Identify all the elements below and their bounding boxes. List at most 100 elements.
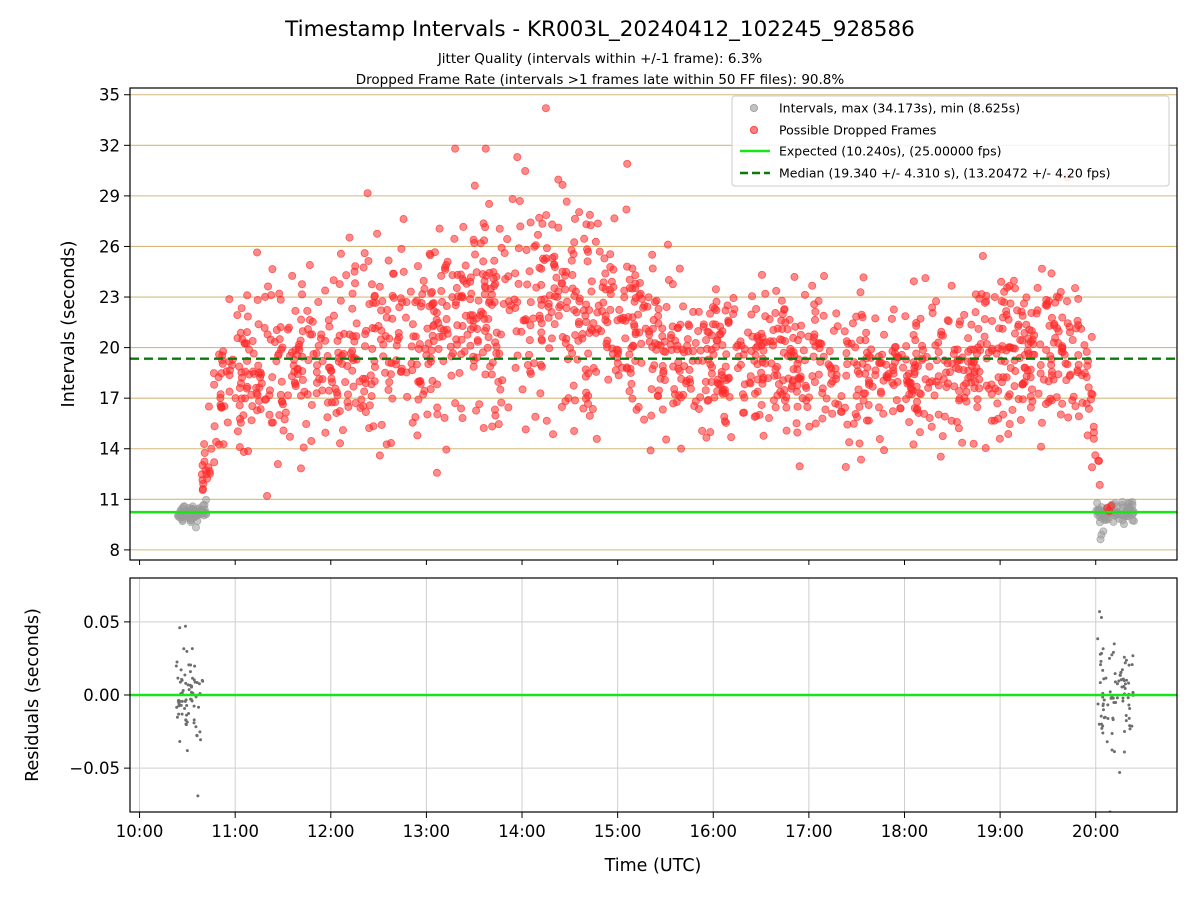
dropped-frame-point xyxy=(757,329,766,338)
chart-subtitle-dropped: Dropped Frame Rate (intervals >1 frames … xyxy=(356,72,845,88)
dropped-frame-point xyxy=(490,256,499,265)
dropped-frame-point xyxy=(389,293,398,302)
dropped-frame-point xyxy=(210,422,219,431)
dropped-frame-point xyxy=(784,374,793,383)
dropped-frame-point xyxy=(535,263,544,272)
dropped-frame-point xyxy=(297,280,306,289)
dropped-frame-point xyxy=(960,310,969,319)
dropped-frame-point xyxy=(296,336,305,345)
dropped-frame-point xyxy=(574,318,583,327)
dropped-frame-point xyxy=(1051,334,1060,343)
dropped-frame-point xyxy=(606,290,615,299)
dropped-frame-point xyxy=(759,346,768,355)
dropped-frame-point xyxy=(910,404,919,413)
dropped-frame-point xyxy=(355,377,364,386)
residual-point xyxy=(1128,706,1132,710)
dropped-frame-point xyxy=(969,439,978,448)
dropped-frame-point xyxy=(537,336,546,345)
dropped-frame-point xyxy=(377,306,386,315)
dropped-frame-point xyxy=(867,345,876,354)
dropped-frame-point xyxy=(757,270,766,279)
dropped-frame-point xyxy=(1082,347,1091,356)
dropped-frame-point xyxy=(217,402,226,411)
dropped-frame-point xyxy=(427,346,436,355)
dropped-frame-point xyxy=(562,197,571,206)
dropped-frame-point xyxy=(329,276,338,285)
dropped-frame-point xyxy=(545,291,554,300)
dropped-frame-point xyxy=(209,369,218,378)
dropped-frame-point xyxy=(694,404,703,413)
dropped-frame-point xyxy=(704,396,713,405)
dropped-frame-point xyxy=(237,304,246,313)
dropped-frame-point xyxy=(753,360,762,369)
dropped-frame-point xyxy=(733,364,742,373)
dropped-frame-point xyxy=(478,348,487,357)
dropped-frame-point xyxy=(615,305,624,314)
residual-point xyxy=(177,712,181,716)
dropped-frame-point xyxy=(514,244,523,253)
residual-point xyxy=(1115,696,1119,700)
top-y-tick-label: 29 xyxy=(99,187,120,206)
dropped-frame-point xyxy=(783,325,792,334)
dropped-frame-point xyxy=(293,364,302,373)
residual-point xyxy=(1106,717,1110,721)
dropped-frame-point xyxy=(959,366,968,375)
dropped-frame-point xyxy=(648,250,657,259)
dropped-frame-point xyxy=(864,401,873,410)
dropped-frame-point xyxy=(348,366,357,375)
dropped-frame-point xyxy=(1046,394,1055,403)
dropped-frame-point xyxy=(1065,328,1074,337)
top-y-tick-label: 35 xyxy=(99,86,120,105)
dropped-frame-point xyxy=(893,377,902,386)
dropped-frame-point xyxy=(204,402,213,411)
dropped-frame-point xyxy=(841,403,850,412)
dropped-frame-point xyxy=(729,294,738,303)
dropped-frame-point xyxy=(974,324,983,333)
dropped-frame-point xyxy=(971,290,980,299)
dropped-frame-point xyxy=(335,280,344,289)
dropped-frame-point xyxy=(240,339,249,348)
residual-point xyxy=(183,673,187,677)
dropped-frame-point xyxy=(348,304,357,313)
dropped-frame-point xyxy=(377,420,386,429)
dropped-frame-point xyxy=(818,389,827,398)
residual-point xyxy=(1115,682,1119,686)
dropped-frame-point xyxy=(995,434,1004,443)
legend-label-expected: Expected (10.240s), (25.00000 fps) xyxy=(779,144,1001,159)
dropped-frame-point xyxy=(909,440,918,449)
dropped-frame-point xyxy=(545,344,554,353)
dropped-frame-point xyxy=(934,410,943,419)
residual-point xyxy=(178,626,182,630)
dropped-frame-point xyxy=(407,342,416,351)
dropped-frame-point xyxy=(845,438,854,447)
dropped-frame-point xyxy=(1074,360,1083,369)
legend-marker-dropped xyxy=(750,126,759,135)
top-y-tick-label: 8 xyxy=(110,541,121,560)
residual-point xyxy=(1128,727,1132,731)
bottom-y-tick-label: 0.00 xyxy=(83,686,120,705)
dropped-frame-point xyxy=(1003,283,1012,292)
dropped-frame-point xyxy=(606,305,615,314)
dropped-frame-point xyxy=(814,370,823,379)
dropped-frame-point xyxy=(508,195,517,204)
dropped-frame-point xyxy=(399,267,408,276)
dropped-frame-point xyxy=(622,205,631,214)
dropped-frame-point xyxy=(840,327,849,336)
dropped-frame-point xyxy=(537,362,546,371)
dropped-frame-point xyxy=(563,297,572,306)
dropped-frame-point xyxy=(281,408,290,417)
dropped-frame-point xyxy=(875,359,884,368)
dropped-frame-point xyxy=(584,399,593,408)
dropped-frame-point xyxy=(470,181,479,190)
dropped-frame-point xyxy=(802,396,811,405)
dropped-frame-point xyxy=(307,436,316,445)
residual-point xyxy=(180,678,184,682)
dropped-frame-point xyxy=(647,411,656,420)
dropped-frame-point xyxy=(359,263,368,272)
dropped-frame-point xyxy=(995,324,1004,333)
dropped-frame-point xyxy=(308,317,317,326)
residual-point xyxy=(1112,642,1116,646)
dropped-frame-point xyxy=(911,336,920,345)
dropped-frame-point xyxy=(1089,428,1098,437)
x-tick-label: 17:00 xyxy=(785,822,833,841)
